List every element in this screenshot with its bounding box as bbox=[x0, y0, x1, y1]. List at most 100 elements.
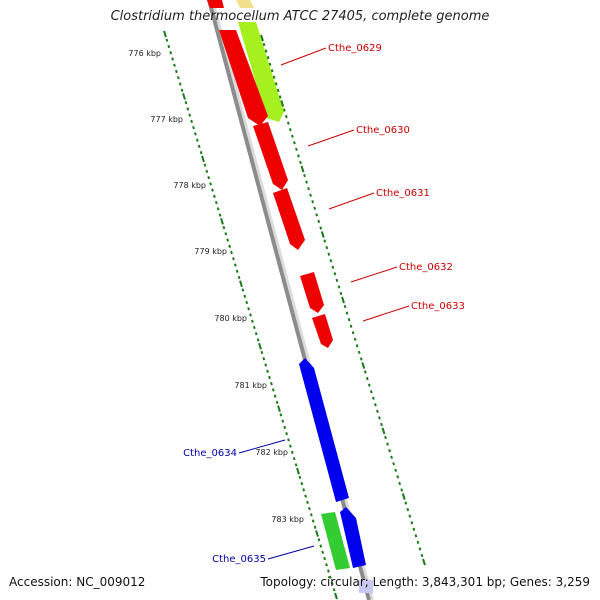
right-track-tick bbox=[357, 350, 361, 355]
gene-label-cthe-0630[interactable]: Cthe_0630 bbox=[356, 125, 410, 136]
tick-label-777: 777 kbp bbox=[150, 115, 183, 124]
tick-label-779: 779 kbp bbox=[194, 247, 227, 256]
gene-label-cthe-0634[interactable]: Cthe_0634 bbox=[183, 448, 237, 459]
left-track-tick bbox=[197, 144, 201, 149]
right-track-tick bbox=[309, 193, 312, 197]
left-track-tick bbox=[260, 350, 264, 355]
left-track-tick bbox=[270, 382, 273, 386]
right-track-tick bbox=[378, 416, 381, 420]
left-track-tick bbox=[328, 575, 332, 579]
genome-summary-text: Topology: circular; Length: 3,843,301 bp… bbox=[260, 575, 590, 589]
gene-label-cthe-0632[interactable]: Cthe_0632 bbox=[399, 262, 453, 273]
gene-arrow-cthe-0629[interactable] bbox=[238, 22, 284, 122]
left-track-tick bbox=[323, 556, 326, 561]
right-track-tick bbox=[381, 427, 386, 435]
gene-label-cthe-0633[interactable]: Cthe_0633 bbox=[411, 301, 465, 312]
left-track-tick bbox=[289, 444, 292, 448]
gene-label-cthe-0631[interactable]: Cthe_0631 bbox=[376, 188, 430, 199]
gene-feature-lavender[interactable] bbox=[359, 580, 373, 593]
left-track-tick bbox=[228, 244, 231, 248]
gene-arrow-cthe-0629-red[interactable] bbox=[219, 30, 268, 126]
left-track-tick bbox=[171, 57, 174, 61]
right-track-tick bbox=[282, 108, 286, 112]
right-track-tick bbox=[319, 226, 323, 230]
right-track-tick bbox=[339, 291, 343, 296]
right-track-tick bbox=[384, 435, 387, 440]
left-track-tick bbox=[306, 500, 309, 504]
left-track-tick bbox=[327, 569, 330, 573]
left-track-tick bbox=[199, 151, 203, 155]
left-track-tick bbox=[319, 544, 323, 548]
left-track-tick bbox=[273, 394, 277, 398]
left-track-tick bbox=[317, 538, 321, 542]
right-track-tick bbox=[337, 285, 341, 289]
right-track-tick bbox=[286, 121, 290, 125]
right-track-tick bbox=[374, 403, 377, 407]
tick-track-left bbox=[163, 30, 338, 600]
right-track-tick bbox=[317, 219, 321, 224]
right-track-tick bbox=[351, 331, 355, 335]
left-track-tick bbox=[294, 463, 298, 467]
left-track-tick bbox=[311, 519, 315, 523]
gene-arrow-cthe-0635[interactable] bbox=[321, 512, 350, 570]
right-track-tick bbox=[307, 187, 310, 191]
right-track-tick bbox=[349, 324, 353, 328]
right-track-tick bbox=[355, 344, 359, 348]
gene-arrow-cthe-0633[interactable] bbox=[312, 314, 333, 348]
right-track-tick bbox=[303, 173, 306, 178]
right-track-tick bbox=[280, 100, 285, 107]
right-track-tick bbox=[329, 259, 333, 263]
left-track-tick bbox=[233, 263, 237, 267]
gene-labels: Cthe_0629 Cthe_0630 Cthe_0631 Cthe_0632 … bbox=[183, 43, 465, 565]
left-track-tick bbox=[332, 588, 336, 592]
tick-track-right bbox=[260, 34, 426, 566]
gene-arrow-cthe-0632[interactable] bbox=[300, 272, 324, 313]
left-track-tick bbox=[232, 257, 235, 261]
left-track-tick bbox=[165, 38, 169, 42]
gene-arrow-yellow[interactable] bbox=[236, 0, 254, 8]
left-track-tick bbox=[245, 300, 249, 305]
right-track-tick bbox=[333, 272, 337, 276]
left-track-tick bbox=[309, 513, 313, 517]
gene-arrow-blue-small[interactable] bbox=[340, 507, 366, 568]
right-track-tick bbox=[388, 449, 391, 453]
right-track-tick bbox=[398, 481, 402, 486]
left-track-tick bbox=[163, 30, 167, 38]
left-track-tick bbox=[275, 400, 279, 405]
left-track-tick bbox=[188, 113, 192, 117]
right-track-tick bbox=[365, 376, 369, 381]
right-track-tick bbox=[367, 383, 371, 387]
right-track-tick bbox=[408, 514, 412, 518]
left-track-tick bbox=[241, 288, 245, 292]
tick-label-782: 782 kbp bbox=[255, 448, 288, 457]
left-track-tick bbox=[296, 467, 300, 475]
left-track-tick bbox=[321, 550, 325, 554]
gene-features bbox=[207, 0, 373, 593]
gene-arrow-cthe-0630[interactable] bbox=[253, 122, 288, 190]
left-track-tick bbox=[218, 213, 222, 217]
gene-arrow-cthe-0634[interactable] bbox=[299, 358, 349, 502]
right-track-tick bbox=[406, 507, 410, 512]
left-track-tick bbox=[258, 342, 262, 350]
gene-label-cthe-0629[interactable]: Cthe_0629 bbox=[328, 43, 382, 54]
right-track-tick bbox=[343, 304, 347, 309]
tick-label-780: 780 kbp bbox=[214, 314, 247, 323]
left-track-tick bbox=[249, 313, 252, 317]
accession-text: Accession: NC_009012 bbox=[9, 575, 146, 589]
left-track-tick bbox=[203, 163, 207, 167]
gene-arrow-red-top[interactable] bbox=[207, 0, 224, 8]
gene-arrow-cthe-0631[interactable] bbox=[273, 188, 305, 250]
tick-label-781: 781 kbp bbox=[234, 381, 267, 390]
right-track-tick bbox=[260, 34, 264, 42]
right-track-tick bbox=[353, 337, 357, 341]
leader-line-cthe-0632 bbox=[350, 266, 398, 283]
left-track-tick bbox=[334, 592, 338, 600]
right-track-tick bbox=[278, 95, 282, 99]
right-track-tick bbox=[386, 442, 389, 446]
leader-line-cthe-0634 bbox=[238, 439, 286, 454]
left-track-tick bbox=[298, 475, 302, 479]
gene-label-cthe-0635[interactable]: Cthe_0635 bbox=[212, 554, 266, 565]
left-track-tick bbox=[194, 132, 197, 136]
left-track-tick bbox=[243, 294, 247, 298]
